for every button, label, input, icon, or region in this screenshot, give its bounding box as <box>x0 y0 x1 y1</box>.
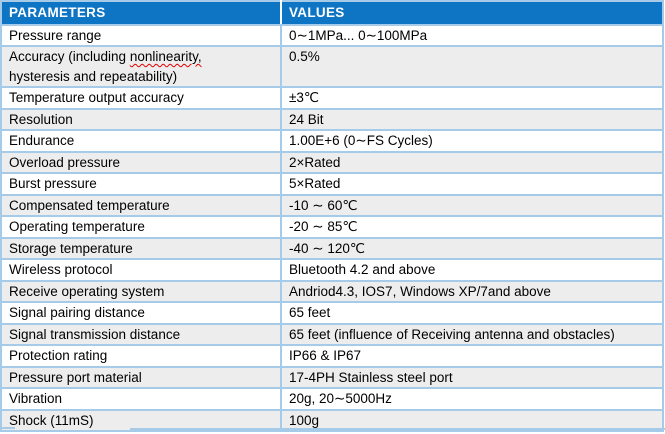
table-row: Receive operating system Andriod4.3, IOS7… <box>0 279 664 303</box>
value-cell: 5×Rated <box>280 172 664 196</box>
table-row: Accuracy (including nonlinearity, hystere… <box>0 45 664 88</box>
value-cell: IP66 & IP67 <box>280 344 664 368</box>
value-cell: -40 ∼ 120℃ <box>280 236 664 260</box>
value-cell: 2×Rated <box>280 150 664 174</box>
param-cell: Wireless protocol <box>0 258 282 282</box>
table-row: Vibration 20g, 20∼5000Hz <box>0 387 664 411</box>
value-cell: -10 ∼ 60℃ <box>280 193 664 217</box>
value-cell: 100g <box>280 408 664 432</box>
table-row: Protection rating IP66 & IP67 <box>0 344 664 368</box>
param-cell: Vibration <box>0 387 282 411</box>
value-cell: -20 ∼ 85℃ <box>280 215 664 239</box>
value-cell: 24 Bit <box>280 107 664 131</box>
table-row: Resolution 24 Bit <box>0 107 664 131</box>
table-row: Signal pairing distance 65 feet <box>0 301 664 325</box>
header-parameters: PARAMETERS <box>0 0 282 26</box>
table-row: Wireless protocol Bluetooth 4.2 and above <box>0 258 664 282</box>
table-row: Overload pressure 2×Rated <box>0 150 664 174</box>
param-cell: Burst pressure <box>0 172 282 196</box>
param-cell: Resolution <box>0 107 282 131</box>
table-row: Pressure range 0∼1MPa... 0∼100MPa <box>0 23 664 47</box>
value-cell: Andriod4.3, IOS7, Windows XP/7and above <box>280 279 664 303</box>
param-text: Accuracy (including <box>9 49 130 64</box>
table-body: Pressure range 0∼1MPa... 0∼100MPa Accuracy… <box>0 23 664 432</box>
param-cell: Overload pressure <box>0 150 282 174</box>
value-cell: 20g, 20∼5000Hz <box>280 387 664 411</box>
param-cell: Temperature output accuracy <box>0 86 282 110</box>
param-cell: Receive operating system <box>0 279 282 303</box>
value-cell: 65 feet (influence of Receiving antenna … <box>280 322 664 346</box>
next-table-border-dash <box>0 427 15 429</box>
param-cell: Pressure range <box>0 23 282 47</box>
param-cell: Signal pairing distance <box>0 301 282 325</box>
value-cell: 1.00E+6 (0∼FS Cycles) <box>280 129 664 153</box>
param-text: hysteresis and repeatability) <box>9 68 178 84</box>
value-cell: Bluetooth 4.2 and above <box>280 258 664 282</box>
table-row: Burst pressure 5×Rated <box>0 172 664 196</box>
param-cell: Storage temperature <box>0 236 282 260</box>
param-cell: Protection rating <box>0 344 282 368</box>
param-cell: Endurance <box>0 129 282 153</box>
header-row: PARAMETERS VALUES <box>0 0 664 26</box>
value-cell: 65 feet <box>280 301 664 325</box>
table-row: Pressure port material 17-4PH Stainless s… <box>0 365 664 389</box>
param-cell: Shock (11mS) <box>0 408 282 432</box>
value-cell: 17-4PH Stainless steel port <box>280 365 664 389</box>
table-row: Compensated temperature -10 ∼ 60℃ <box>0 193 664 217</box>
table-row: Operating temperature -20 ∼ 85℃ <box>0 215 664 239</box>
table-row: Signal transmission distance 65 feet (inf… <box>0 322 664 346</box>
table-row: Temperature output accuracy ±3℃ <box>0 86 664 110</box>
table-row: Endurance 1.00E+6 (0∼FS Cycles) <box>0 129 664 153</box>
param-cell: Compensated temperature <box>0 193 282 217</box>
value-cell: 0∼1MPa... 0∼100MPa <box>280 23 664 47</box>
param-text-spellcheck: nonlinearity, <box>129 49 202 64</box>
param-cell: Signal transmission distance <box>0 322 282 346</box>
value-cell: ±3℃ <box>280 86 664 110</box>
param-cell: Pressure port material <box>0 365 282 389</box>
table-row: Storage temperature -40 ∼ 120℃ <box>0 236 664 260</box>
table-row: Shock (11mS) 100g <box>0 408 664 432</box>
next-table-border-line <box>130 428 665 430</box>
header-values: VALUES <box>280 0 664 26</box>
value-cell: 0.5% <box>280 45 664 88</box>
spec-table-header: PARAMETERS VALUES <box>0 0 664 26</box>
param-cell: Accuracy (including nonlinearity, hystere… <box>0 45 282 88</box>
param-cell: Operating temperature <box>0 215 282 239</box>
